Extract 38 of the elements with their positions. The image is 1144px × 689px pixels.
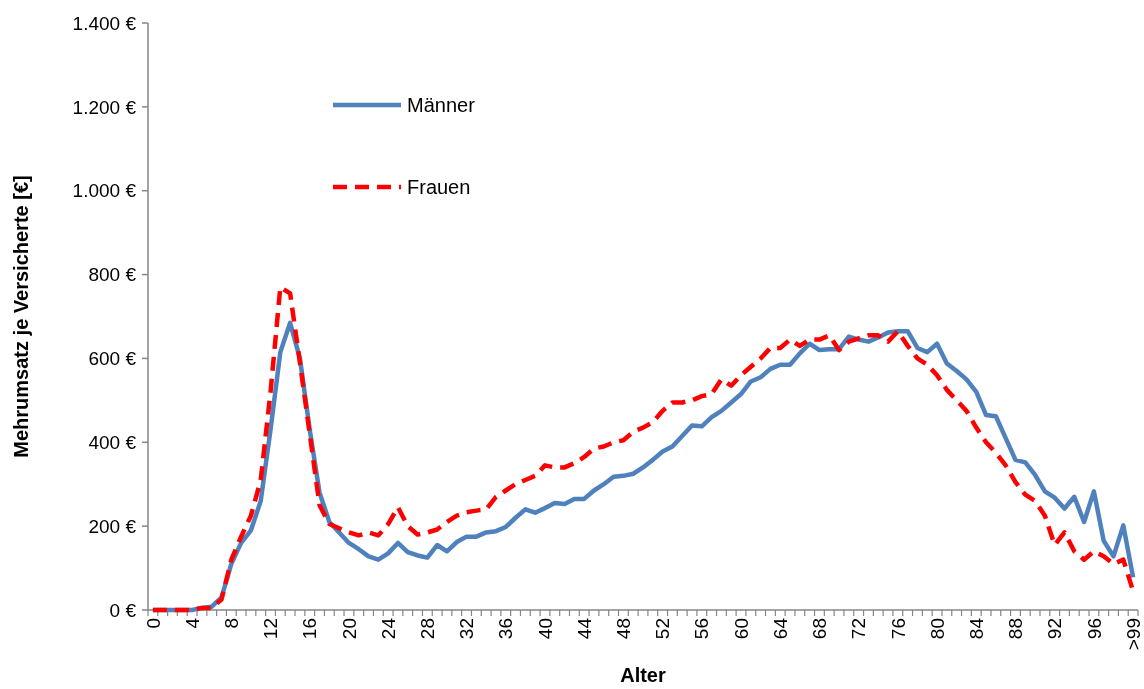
x-tick-label: 12 [260,618,282,640]
y-tick-label: 1.400 € [72,12,137,34]
legend-label: Frauen [407,176,471,198]
y-axis-title: Mehrumsatz je Versicherte [€] [10,175,32,458]
x-tick-label: 80 [926,618,948,640]
x-tick-label: 0 [142,618,164,629]
x-tick-label: 40 [534,618,556,640]
x-tick-label: 96 [1083,618,1105,640]
x-tick-label: 92 [1044,618,1066,640]
x-tick-label: 76 [887,618,909,640]
x-tick-label: 56 [691,618,713,640]
x-tick-label: 8 [220,618,242,629]
y-tick-label: 200 € [88,515,137,537]
x-tick-label: 28 [417,618,439,640]
y-tick-label: 0 € [109,599,137,621]
x-tick-label: 36 [495,618,517,640]
x-tick-label: 88 [1005,618,1027,640]
y-tick-label: 800 € [88,264,137,286]
x-tick-label: 44 [573,617,595,640]
y-tick-label: 1.200 € [72,96,137,118]
y-tick-label: 600 € [88,348,137,370]
x-tick-label: 68 [809,618,831,640]
x-tick-label: 32 [456,618,478,640]
x-tick-label: 20 [338,618,360,640]
x-tick-label: 4 [181,617,203,629]
x-tick-label: 72 [848,618,870,640]
x-tick-label: >99 [1122,618,1144,651]
x-tick-label: 16 [299,618,321,640]
legend-label: Männer [407,94,476,116]
x-tick-label: 60 [730,618,752,640]
x-tick-label: 84 [965,617,987,640]
x-axis-title: Alter [620,664,666,686]
x-tick-label: 48 [613,618,635,640]
y-tick-label: 400 € [88,431,137,453]
x-tick-label: 64 [769,617,791,640]
x-tick-label: 52 [652,618,674,640]
x-tick-label: 24 [377,617,399,640]
y-tick-label: 1.000 € [72,180,137,202]
